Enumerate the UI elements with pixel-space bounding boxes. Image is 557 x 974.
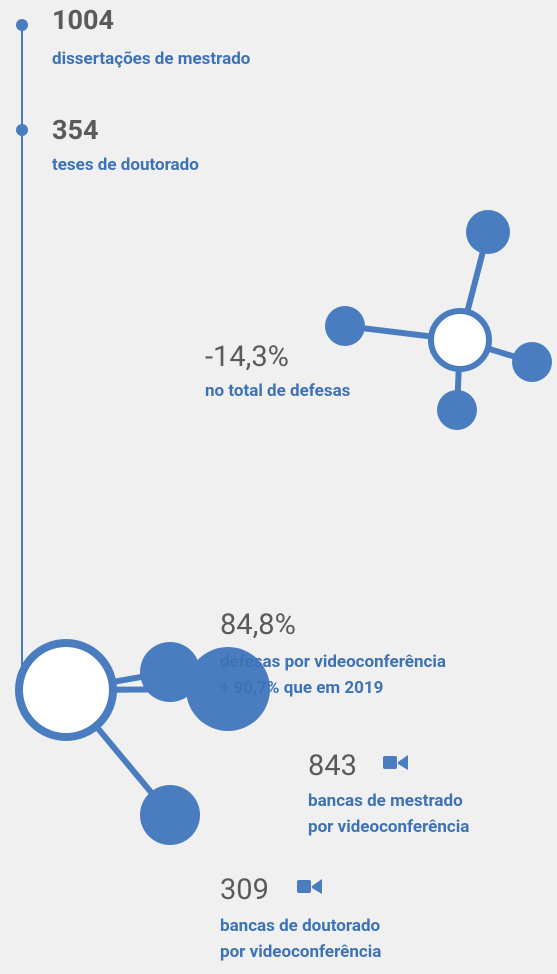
stat-label: dissertações de mestrado (52, 49, 251, 69)
stat-label: por videoconferência (308, 817, 469, 837)
network-icon (325, 210, 552, 430)
stat-label: no total de defesas (205, 381, 351, 401)
stat-value: 354 (52, 114, 98, 146)
camera-icon (297, 879, 322, 894)
camera-icon (383, 755, 408, 770)
network-icon (15, 639, 270, 845)
stat-label: teses de doutorado (52, 155, 199, 175)
timeline-dot (16, 19, 28, 31)
stat-value: -14,3% (205, 340, 289, 374)
stat-value: 309 (220, 873, 269, 907)
stat-label: bancas de mestrado (308, 791, 463, 811)
timeline-dot (16, 124, 28, 136)
stat-value: 843 (308, 749, 357, 783)
stat-label: defesas por videoconferência (220, 652, 446, 672)
stat-label: por videoconferência (220, 942, 381, 962)
stat-value: 84,8% (220, 608, 296, 642)
stat-label: bancas de doutorado (220, 916, 381, 936)
stat-label: + 90,7% que em 2019 (220, 678, 383, 698)
stat-value: 1004 (52, 4, 114, 36)
